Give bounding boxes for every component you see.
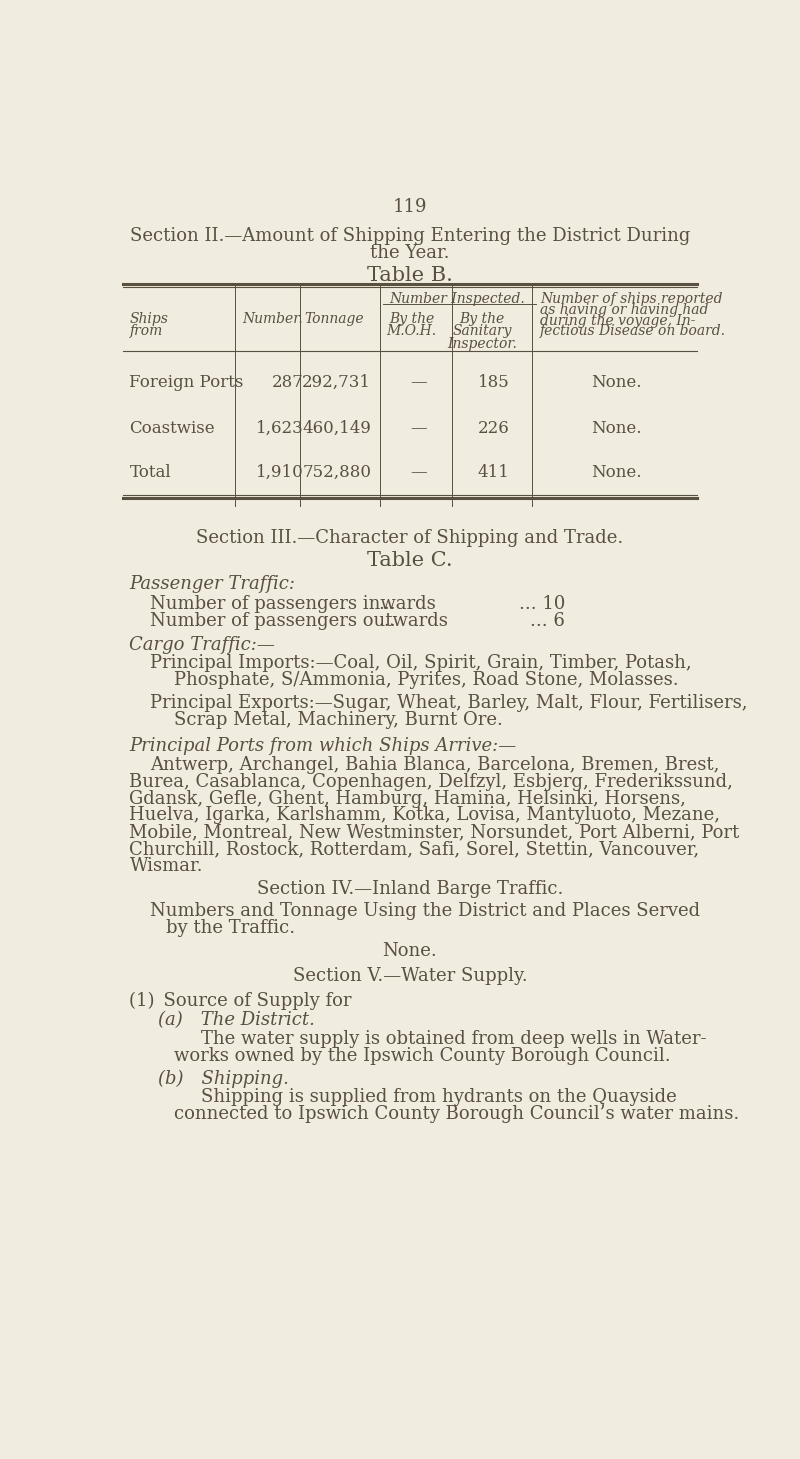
Text: —: — xyxy=(410,374,427,391)
Text: Principal Imports:—Coal, Oil, Spirit, Grain, Timber, Potash,: Principal Imports:—Coal, Oil, Spirit, Gr… xyxy=(150,654,692,673)
Text: Number Inspected.: Number Inspected. xyxy=(390,292,525,306)
Text: —: — xyxy=(410,464,427,481)
Text: Coastwise: Coastwise xyxy=(130,420,215,436)
Text: Foreign Ports: Foreign Ports xyxy=(130,374,244,391)
Text: (1) Source of Supply for: (1) Source of Supply for xyxy=(130,991,352,1010)
Text: Gdansk, Gefle, Ghent, Hamburg, Hamina, Helsinki, Horsens,: Gdansk, Gefle, Ghent, Hamburg, Hamina, H… xyxy=(130,789,686,807)
Text: Ships: Ships xyxy=(130,312,168,327)
Text: Burea, Casablanca, Copenhagen, Delfzyl, Esbjerg, Frederikssund,: Burea, Casablanca, Copenhagen, Delfzyl, … xyxy=(130,773,734,791)
Text: Sanitary: Sanitary xyxy=(452,324,512,338)
Text: Section II.—Amount of Shipping Entering the District During: Section II.—Amount of Shipping Entering … xyxy=(130,228,690,245)
Text: (b) Shipping.: (b) Shipping. xyxy=(158,1069,289,1088)
Text: Antwerp, Archangel, Bahia Blanca, Barcelona, Bremen, Brest,: Antwerp, Archangel, Bahia Blanca, Barcel… xyxy=(150,756,720,773)
Text: Phosphate, S/Ammonia, Pyrites, Road Stone, Molasses.: Phosphate, S/Ammonia, Pyrites, Road Ston… xyxy=(174,671,678,689)
Text: 226: 226 xyxy=(478,420,510,436)
Text: Cargo Traffic:—: Cargo Traffic:— xyxy=(130,636,275,654)
Text: ... 6: ... 6 xyxy=(530,613,565,630)
Text: ...: ... xyxy=(378,595,395,613)
Text: Section V.—Water Supply.: Section V.—Water Supply. xyxy=(293,967,527,985)
Text: Numbers and Tonnage Using the District and Places Served: Numbers and Tonnage Using the District a… xyxy=(150,902,701,921)
Text: during the voyage, In-: during the voyage, In- xyxy=(540,314,696,328)
Text: (a) The District.: (a) The District. xyxy=(158,1011,315,1029)
Text: 1,910: 1,910 xyxy=(256,464,304,481)
Text: Scrap Metal, Machinery, Burnt Ore.: Scrap Metal, Machinery, Burnt Ore. xyxy=(174,711,502,730)
Text: Principal Exports:—Sugar, Wheat, Barley, Malt, Flour, Fertilisers,: Principal Exports:—Sugar, Wheat, Barley,… xyxy=(150,694,748,712)
Text: 185: 185 xyxy=(478,374,510,391)
Text: Wismar.: Wismar. xyxy=(130,858,203,875)
Text: 752,880: 752,880 xyxy=(302,464,371,481)
Text: Inspector.: Inspector. xyxy=(447,337,517,350)
Text: None.: None. xyxy=(382,943,438,960)
Text: None.: None. xyxy=(591,374,642,391)
Text: The water supply is obtained from deep wells in Water-: The water supply is obtained from deep w… xyxy=(201,1030,706,1048)
Text: 287: 287 xyxy=(272,374,304,391)
Text: Number.: Number. xyxy=(242,312,303,327)
Text: By the: By the xyxy=(389,312,434,327)
Text: the Year.: the Year. xyxy=(370,244,450,263)
Text: Table C.: Table C. xyxy=(367,552,453,570)
Text: 411: 411 xyxy=(478,464,510,481)
Text: None.: None. xyxy=(591,464,642,481)
Text: Number of ships reported: Number of ships reported xyxy=(540,292,722,306)
Text: Mobile, Montreal, New Westminster, Norsundet, Port Alberni, Port: Mobile, Montreal, New Westminster, Norsu… xyxy=(130,823,740,842)
Text: Churchill, Rostock, Rotterdam, Safi, Sorel, Stettin, Vancouver,: Churchill, Rostock, Rotterdam, Safi, Sor… xyxy=(130,840,699,858)
Text: Huelva, Igarka, Karlshamm, Kotka, Lovisa, Mantyluoto, Mezane,: Huelva, Igarka, Karlshamm, Kotka, Lovisa… xyxy=(130,807,721,824)
Text: by the Traffic.: by the Traffic. xyxy=(166,919,295,937)
Text: 292,731: 292,731 xyxy=(302,374,371,391)
Text: as having or having had: as having or having had xyxy=(540,303,709,317)
Text: works owned by the Ipswich County Borough Council.: works owned by the Ipswich County Boroug… xyxy=(174,1046,670,1065)
Text: —: — xyxy=(410,420,427,436)
Text: None.: None. xyxy=(591,420,642,436)
Text: Section III.—Character of Shipping and Trade.: Section III.—Character of Shipping and T… xyxy=(196,530,624,547)
Text: 1,623: 1,623 xyxy=(256,420,304,436)
Text: from: from xyxy=(130,324,162,338)
Text: M.O.H.: M.O.H. xyxy=(386,324,437,338)
Text: Shipping is supplied from hydrants on the Quayside: Shipping is supplied from hydrants on th… xyxy=(201,1088,677,1106)
Text: ... 10: ... 10 xyxy=(518,595,565,613)
Text: Passenger Traffic:: Passenger Traffic: xyxy=(130,575,295,594)
Text: ...: ... xyxy=(378,613,395,630)
Text: Table B.: Table B. xyxy=(367,266,453,285)
Text: By the: By the xyxy=(459,312,505,327)
Text: connected to Ipswich County Borough Council’s water mains.: connected to Ipswich County Borough Coun… xyxy=(174,1106,739,1123)
Text: 119: 119 xyxy=(393,198,427,216)
Text: Number of passengers outwards: Number of passengers outwards xyxy=(150,613,448,630)
Text: Principal Ports from which Ships Arrive:—: Principal Ports from which Ships Arrive:… xyxy=(130,737,517,756)
Text: Total: Total xyxy=(130,464,171,481)
Text: Number of passengers inwards: Number of passengers inwards xyxy=(150,595,436,613)
Text: Tonnage: Tonnage xyxy=(304,312,364,327)
Text: 460,149: 460,149 xyxy=(302,420,371,436)
Text: fectious Disease on board.: fectious Disease on board. xyxy=(540,324,726,338)
Text: Section IV.—Inland Barge Traffic.: Section IV.—Inland Barge Traffic. xyxy=(257,880,563,899)
